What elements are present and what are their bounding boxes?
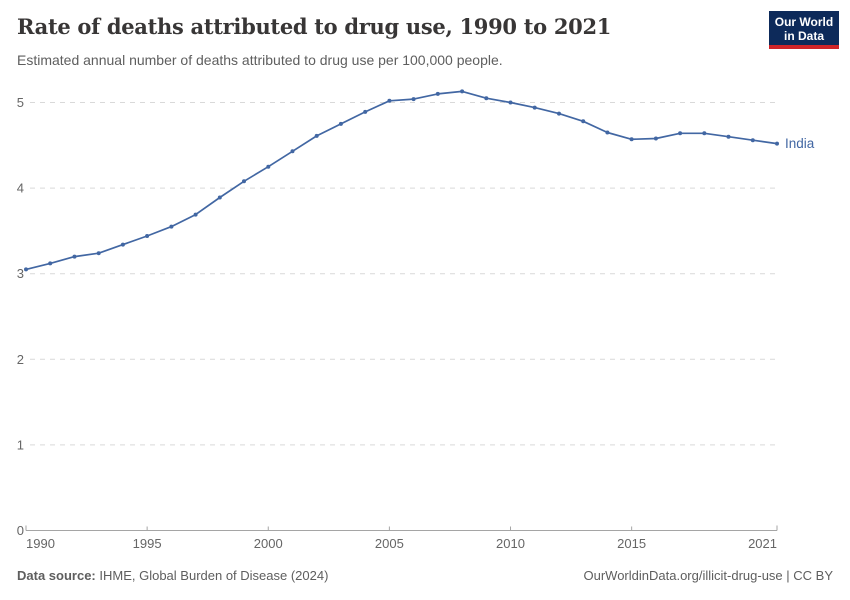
y-axis-label: 3 (17, 266, 24, 281)
data-point (96, 251, 101, 256)
data-point (460, 89, 465, 94)
data-point (702, 131, 707, 136)
data-point (387, 98, 392, 103)
data-point (145, 234, 150, 238)
data-point (750, 138, 755, 143)
data-point (48, 261, 53, 266)
data-point (653, 136, 658, 141)
x-axis-label: 2021 (748, 536, 777, 551)
owid-logo-line1: Our World (774, 15, 834, 29)
data-point (266, 164, 271, 169)
x-axis-label: 2010 (496, 536, 525, 551)
y-axis-label: 1 (17, 437, 24, 452)
data-point (581, 119, 586, 124)
data-point (605, 130, 610, 135)
data-point (242, 179, 246, 184)
data-point (314, 133, 319, 138)
data-point (290, 149, 295, 154)
y-axis-label: 2 (17, 352, 24, 367)
data-point (629, 137, 634, 142)
data-point (120, 242, 125, 247)
data-point (169, 224, 174, 229)
x-axis-label: 2005 (375, 536, 404, 551)
attribution: OurWorldinData.org/illicit-drug-use | CC… (583, 568, 834, 583)
data-point (338, 121, 343, 126)
data-source-label: Data source: (17, 568, 96, 583)
chart-title: Rate of deaths attributed to drug use, 1… (17, 14, 612, 39)
chart-footer: Data source: IHME, Global Burden of Dise… (17, 568, 833, 583)
data-source: Data source: IHME, Global Burden of Dise… (17, 568, 328, 583)
x-axis-label: 2000 (254, 536, 283, 551)
data-point (557, 111, 561, 116)
x-axis-label: 1990 (26, 536, 55, 551)
x-axis-label: 2015 (617, 536, 646, 551)
series-line (25, 90, 778, 271)
x-axis-label: 1995 (133, 536, 162, 551)
data-point (435, 91, 440, 96)
data-point (72, 254, 77, 259)
data-point (411, 97, 416, 102)
owid-logo: Our World in Data (769, 11, 839, 49)
series-label: India (785, 136, 815, 151)
owid-logo-line2: in Data (783, 29, 824, 43)
data-source-value: IHME, Global Burden of Disease (2024) (99, 568, 329, 583)
data-point (484, 96, 489, 101)
data-point (532, 105, 537, 110)
data-point (726, 134, 731, 139)
data-point (363, 109, 368, 114)
chart-subtitle: Estimated annual number of deaths attrib… (17, 52, 503, 68)
data-point (217, 195, 222, 200)
y-axis-label: 4 (17, 181, 24, 196)
data-point (775, 141, 779, 146)
y-axis-label: 0 (17, 523, 24, 538)
data-point (508, 100, 513, 105)
y-axis-label: 5 (17, 95, 24, 110)
data-point (193, 212, 198, 217)
data-point (24, 267, 28, 272)
data-point (678, 131, 683, 136)
